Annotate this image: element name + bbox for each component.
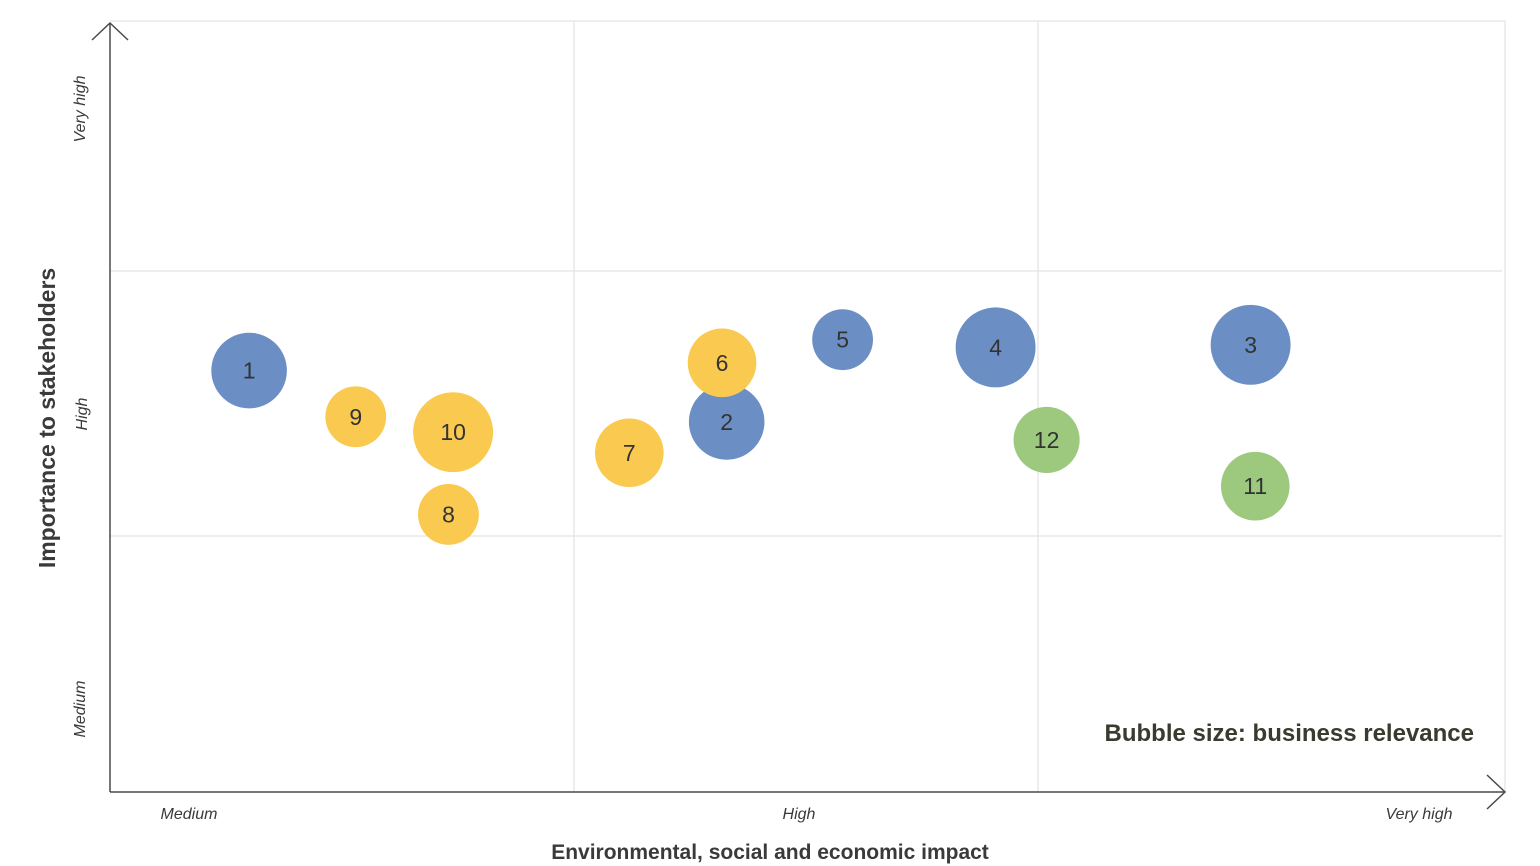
bubble-label: 6 <box>716 350 729 376</box>
bubble-8: 8 <box>418 484 479 545</box>
bubble-3: 3 <box>1210 304 1291 385</box>
bubble-circle <box>211 332 287 409</box>
bubble-circle <box>325 386 387 448</box>
bubble-circle <box>1220 451 1290 521</box>
grid <box>110 20 1506 792</box>
bubble-label: 12 <box>1034 427 1060 453</box>
x-tick-label-medium: Medium <box>161 806 218 823</box>
y-tick-label-very-high: Very high <box>72 75 89 142</box>
bubble-size-note: Bubble size: business relevance <box>1105 720 1474 747</box>
bubble-circle <box>1013 406 1080 473</box>
bubble-circle <box>812 309 873 371</box>
bubble-5: 5 <box>812 309 873 371</box>
bubble-circle <box>595 418 664 488</box>
bubble-circle <box>687 328 757 398</box>
bubble-circle <box>955 307 1036 388</box>
y-axis-title: Importance to stakeholders <box>34 268 60 568</box>
bubble-6: 6 <box>687 328 757 398</box>
bubble-7: 7 <box>595 418 664 488</box>
bubble-label: 10 <box>440 419 466 445</box>
bubble-11: 11 <box>1220 451 1290 521</box>
bubble-circle <box>413 392 494 473</box>
bubble-label: 5 <box>836 327 849 353</box>
bubble-circle <box>418 484 479 545</box>
bubble-label: 9 <box>349 404 362 430</box>
bubble-label: 7 <box>623 440 636 466</box>
y-axis-arrow-icon <box>91 21 129 41</box>
bubble-label: 3 <box>1244 332 1257 358</box>
bubble-label: 4 <box>989 334 1002 360</box>
axes <box>91 21 1507 810</box>
bubble-10: 10 <box>413 392 494 473</box>
x-tick-label-high: High <box>783 806 816 823</box>
x-axis-title: Environmental, social and economic impac… <box>551 841 989 864</box>
bubble-2: 2 <box>688 384 765 460</box>
bubble-circle <box>1210 304 1291 385</box>
bubble-12: 12 <box>1013 406 1080 473</box>
x-tick-label-very-high: Very high <box>1386 806 1453 823</box>
bubble-label: 11 <box>1243 473 1267 499</box>
bubble-label: 2 <box>720 409 733 435</box>
y-tick-label-medium: Medium <box>72 681 89 738</box>
bubble-circle <box>688 384 765 460</box>
bubble-label: 8 <box>442 501 455 527</box>
bubble-9: 9 <box>325 386 387 448</box>
bubble-1: 1 <box>211 332 287 409</box>
bubble-label: 1 <box>243 358 256 384</box>
bubble-4: 4 <box>955 307 1036 388</box>
y-tick-label-high: High <box>74 397 91 430</box>
x-axis-arrow-icon <box>1486 774 1507 810</box>
